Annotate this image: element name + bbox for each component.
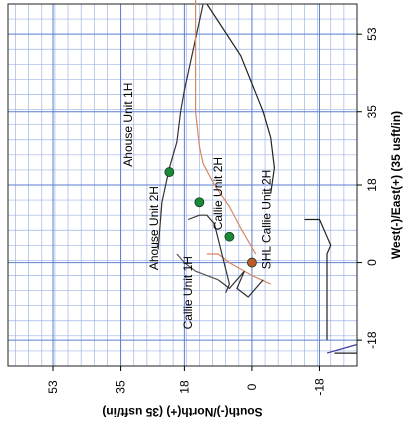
well-marker-2 [224,231,235,242]
well-path-0 [206,3,276,194]
x-axis-title: West(-)/East(+) (35 usft/in) [389,111,403,259]
well-label-4: SHL Callie Unit 2H [260,170,274,270]
grid [8,3,358,367]
well-path-7 [326,343,358,354]
well-label-1: Ahouse Unit 2H [147,186,161,270]
y-axis-title: South(-)/North(+) (35 usft/in) [102,405,262,419]
well-path-4 [176,253,219,281]
bottom-tick-label: -18 [312,378,326,396]
well-label-2: Callie Unit 1H [181,256,195,329]
well-path-9 [217,270,264,298]
well-marker-3 [247,257,257,268]
right-tick-label: 18 [365,178,379,192]
well-path-1 [157,3,204,250]
well-markers [164,167,257,268]
bottom-tick-label: 35 [114,380,128,394]
right-tick-label: -18 [365,331,379,349]
well-path-3 [206,253,271,285]
bottom-tick-label: 0 [245,383,259,390]
well-path-2 [195,0,257,255]
bottom-tick-label: 53 [46,380,60,394]
axis-ticks: -18 0 18 35 53 -18 0 18 35 53 [46,27,379,395]
well-labels: Ahouse Unit 1H Ahouse Unit 2H Callie Unit … [121,83,274,330]
well-path-5 [187,214,231,293]
well-paths [157,0,358,354]
bottom-tick-label: 18 [177,380,191,394]
right-tick-label: 35 [365,105,379,119]
well-marker-0 [164,167,175,177]
right-tick-label: 0 [365,259,379,266]
well-marker-1 [194,197,205,208]
well-path-6 [304,218,332,341]
right-tick-label: 53 [365,27,379,41]
well-label-0: Ahouse Unit 1H [121,83,135,167]
well-label-3: Callie Unit 2H [211,157,225,230]
